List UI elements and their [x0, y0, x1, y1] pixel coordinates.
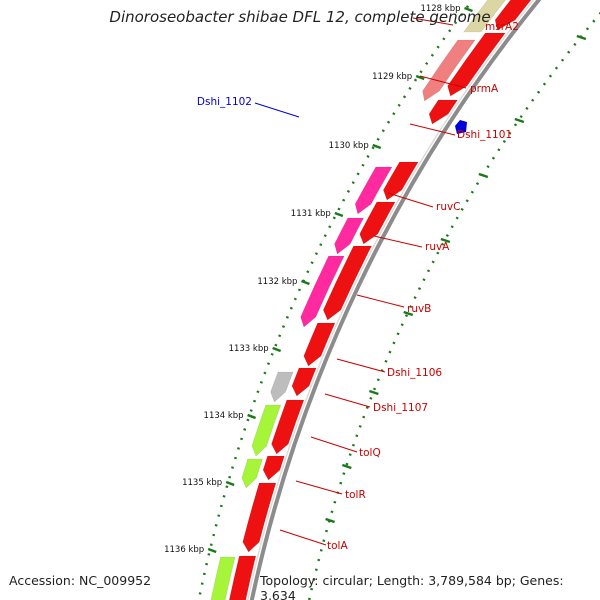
ruler-tick — [403, 310, 414, 317]
scale-tick — [272, 346, 282, 353]
scale-tick — [225, 480, 235, 487]
genome-backbone-inner-edge — [247, 0, 535, 600]
gene-label-leader — [310, 436, 358, 453]
ruler-tick — [368, 389, 379, 396]
ruler-tick — [341, 463, 352, 470]
scale-tick — [207, 547, 217, 554]
gene-label-Dshi_1107: Dshi_1107 — [373, 402, 428, 414]
gene-label-leader — [387, 192, 434, 208]
gene-label-leader — [373, 235, 423, 248]
scale-label: 1131 kbp — [291, 209, 331, 219]
ruler-tick — [514, 117, 525, 124]
cds-arrow-red — [428, 99, 459, 125]
scale-label: 1134 kbp — [204, 411, 244, 421]
gene-tolR — [241, 458, 263, 489]
gene-Dshi_1107 — [270, 371, 294, 403]
feature-Dshi_1102-leader — [254, 102, 300, 118]
gene-ruvC — [354, 166, 393, 215]
genome-stats-text: Topology: circular; Length: 3,789,584 bp… — [260, 573, 564, 600]
scale-tick — [464, 6, 473, 13]
gene-label-prmA: prmA — [470, 83, 499, 95]
scale-label: 1130 kbp — [329, 141, 369, 151]
accession-text: Accession: NC_009952 — [9, 573, 152, 588]
gene-label-tolA: tolA — [327, 540, 348, 552]
cds-arrow-red — [303, 322, 336, 367]
gene-label-leader — [336, 358, 386, 373]
gene-label-ruvA: ruvA — [425, 241, 450, 253]
gene-label-tolQ: tolQ — [359, 447, 381, 459]
cds-arrow-red — [271, 399, 305, 455]
cds-arrow-red — [359, 201, 396, 245]
gene-label-leader — [412, 17, 454, 26]
cds-arrow-red — [228, 555, 257, 600]
scale-tick — [415, 74, 425, 81]
cds-arrow-red — [447, 32, 506, 97]
feature-Dshi_1102-label: Dshi_1102 — [197, 96, 252, 108]
map-title: Dinoroseobacter shibae DFL 12, complete … — [109, 8, 491, 26]
cds-arrow-red — [494, 0, 532, 31]
ruler-tick — [325, 517, 335, 524]
cds-arrow-red — [242, 482, 277, 553]
gene-label-Dshi_1101: Dshi_1101 — [457, 129, 512, 141]
gene-label-tolR: tolR — [345, 489, 366, 501]
cds-arrow-red — [291, 367, 317, 397]
gene-msrA2 — [463, 0, 506, 33]
gene-label-leader — [324, 393, 371, 408]
scale-label: 1129 kbp — [372, 72, 412, 82]
scale-tick — [334, 211, 344, 218]
gene-ruvB — [300, 255, 345, 328]
scale-tick — [301, 279, 310, 286]
scale-label: 1135 kbp — [182, 478, 222, 488]
scale-tick — [247, 413, 257, 420]
cds-arrow-red — [322, 245, 373, 321]
gene-label-Dshi_1106: Dshi_1106 — [387, 367, 442, 379]
scale-label: 1132 kbp — [257, 277, 297, 287]
genome-backbone — [249, 0, 542, 600]
ruler-tick — [576, 34, 587, 41]
feature-Dshi_1102-marker — [455, 120, 467, 134]
gene-ruvA — [334, 217, 365, 255]
cds-arrow-red — [262, 455, 285, 481]
gene-prmA — [422, 39, 476, 102]
gene-label-msrA2: msrA2 — [485, 21, 519, 33]
gene-label-leader — [409, 123, 456, 136]
gene-label-ruvC: ruvC — [436, 201, 461, 213]
gene-tolQ — [251, 404, 282, 457]
gene-label-leader — [279, 529, 327, 546]
scale-label: 1128 kbp — [420, 4, 460, 14]
scale-tick — [372, 143, 382, 150]
ruler-tick — [478, 172, 489, 179]
gene-label-leader — [356, 294, 405, 308]
scale-label: 1133 kbp — [229, 344, 269, 354]
gene-label-leader — [295, 480, 343, 495]
gene-label-ruvB: ruvB — [407, 303, 431, 315]
gene-label-leader — [419, 75, 467, 89]
gene-tolA — [210, 556, 236, 600]
ruler-tick — [440, 237, 451, 244]
scale-label: 1136 kbp — [164, 545, 204, 555]
